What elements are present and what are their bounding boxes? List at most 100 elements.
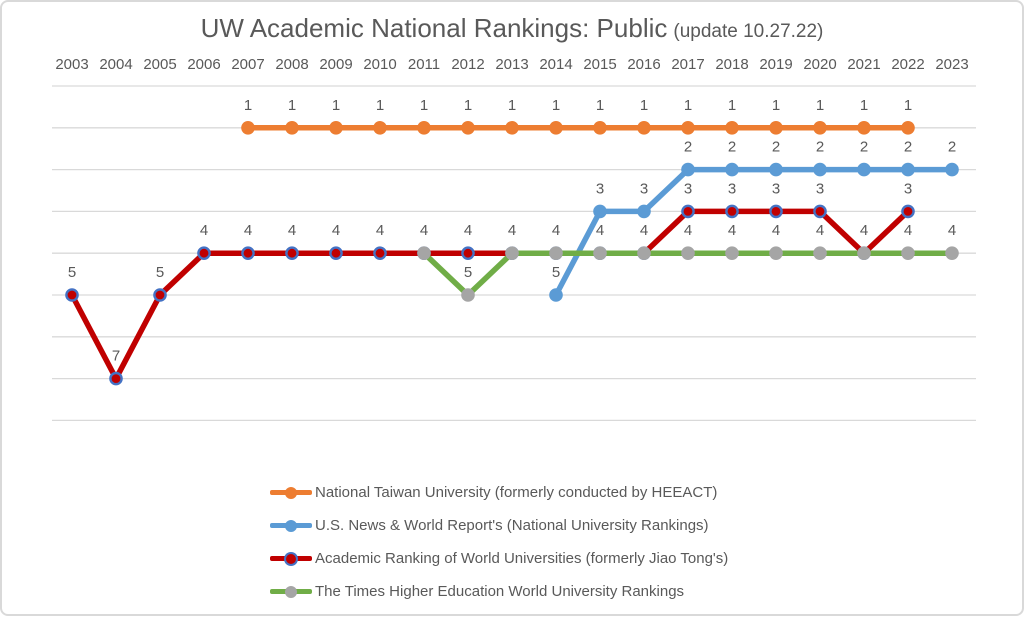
legend-marker-icon <box>285 586 297 598</box>
legend-swatch-the <box>270 589 312 594</box>
data-label: 4 <box>904 222 912 239</box>
legend-item-the: The Times Higher Education World Univers… <box>270 575 728 608</box>
data-point-the <box>549 246 563 260</box>
data-point-ntu <box>241 121 255 135</box>
data-point-usnews <box>857 163 871 177</box>
x-axis-year-label: 2018 <box>715 56 748 73</box>
legend-item-ntu: National Taiwan University (formerly con… <box>270 476 728 509</box>
data-label: 4 <box>464 222 472 239</box>
data-label: 1 <box>772 97 780 114</box>
data-point-arwu <box>110 373 121 384</box>
data-point-the <box>857 246 871 260</box>
data-point-the <box>725 246 739 260</box>
legend-label-arwu: Academic Ranking of World Universities (… <box>315 550 728 567</box>
data-point-usnews <box>813 163 827 177</box>
data-label: 1 <box>508 97 516 114</box>
data-label: 1 <box>728 97 736 114</box>
data-point-usnews <box>637 205 651 219</box>
data-point-arwu <box>902 206 913 217</box>
data-point-usnews <box>769 163 783 177</box>
x-axis-year-label: 2020 <box>803 56 836 73</box>
data-point-ntu <box>505 121 519 135</box>
data-point-ntu <box>901 121 915 135</box>
data-point-ntu <box>285 121 299 135</box>
data-label: 4 <box>684 222 692 239</box>
data-label: 1 <box>376 97 384 114</box>
data-point-the <box>945 246 959 260</box>
data-point-usnews <box>593 205 607 219</box>
data-point-ntu <box>725 121 739 135</box>
data-point-arwu <box>374 248 385 259</box>
x-axis-year-label: 2015 <box>583 56 616 73</box>
data-point-arwu <box>242 248 253 259</box>
data-label: 4 <box>860 222 868 239</box>
x-axis-year-label: 2023 <box>935 56 968 73</box>
data-point-usnews <box>725 163 739 177</box>
data-label: 1 <box>288 97 296 114</box>
data-point-arwu <box>330 248 341 259</box>
data-label: 1 <box>860 97 868 114</box>
data-label: 2 <box>816 139 824 156</box>
data-point-arwu <box>770 206 781 217</box>
data-point-ntu <box>461 121 475 135</box>
data-label: 2 <box>684 139 692 156</box>
x-axis-year-label: 2007 <box>231 56 264 73</box>
x-axis-year-label: 2004 <box>99 56 132 73</box>
x-axis-year-label: 2012 <box>451 56 484 73</box>
data-point-usnews <box>901 163 915 177</box>
data-point-usnews <box>681 163 695 177</box>
data-label: 4 <box>640 222 648 239</box>
x-axis-year-label: 2011 <box>408 56 440 73</box>
x-axis-year-label: 2017 <box>671 56 704 73</box>
x-axis-year-label: 2019 <box>759 56 792 73</box>
data-label: 4 <box>552 222 560 239</box>
x-axis-year-label: 2006 <box>187 56 220 73</box>
data-label: 3 <box>816 180 824 197</box>
data-point-ntu <box>417 121 431 135</box>
data-label: 3 <box>684 180 692 197</box>
data-point-ntu <box>637 121 651 135</box>
data-label: 2 <box>904 139 912 156</box>
data-point-ntu <box>857 121 871 135</box>
data-point-usnews <box>549 288 563 302</box>
data-label: 4 <box>420 222 428 239</box>
data-label: 4 <box>772 222 780 239</box>
data-label: 4 <box>508 222 516 239</box>
data-point-ntu <box>593 121 607 135</box>
data-label: 1 <box>332 97 340 114</box>
data-point-ntu <box>549 121 563 135</box>
data-point-the <box>461 288 475 302</box>
series-line-usnews <box>556 170 952 295</box>
data-label: 2 <box>772 139 780 156</box>
data-point-the <box>813 246 827 260</box>
data-label: 1 <box>816 97 824 114</box>
data-label: 4 <box>288 222 296 239</box>
legend-label-the: The Times Higher Education World Univers… <box>315 583 684 600</box>
x-axis-year-label: 2022 <box>891 56 924 73</box>
data-point-ntu <box>329 121 343 135</box>
data-label: 4 <box>816 222 824 239</box>
legend-marker-icon <box>285 520 297 532</box>
data-label: 2 <box>728 139 736 156</box>
legend-marker-icon <box>286 554 296 564</box>
data-point-arwu <box>814 206 825 217</box>
x-axis-year-label: 2014 <box>539 56 572 73</box>
data-label: 3 <box>596 180 604 197</box>
data-label: 5 <box>68 264 76 281</box>
data-label: 1 <box>420 97 428 114</box>
data-label: 1 <box>244 97 252 114</box>
legend-label-ntu: National Taiwan University (formerly con… <box>315 484 717 501</box>
data-label: 7 <box>112 348 120 365</box>
x-axis-year-label: 2005 <box>143 56 176 73</box>
data-label: 3 <box>640 180 648 197</box>
legend-label-usnews: U.S. News & World Report's (National Uni… <box>315 517 709 534</box>
data-point-arwu <box>726 206 737 217</box>
data-label: 1 <box>904 97 912 114</box>
data-point-the <box>505 246 519 260</box>
data-label: 4 <box>376 222 384 239</box>
data-label: 2 <box>948 139 956 156</box>
data-label: 1 <box>640 97 648 114</box>
data-label: 5 <box>552 264 560 281</box>
data-label: 1 <box>596 97 604 114</box>
